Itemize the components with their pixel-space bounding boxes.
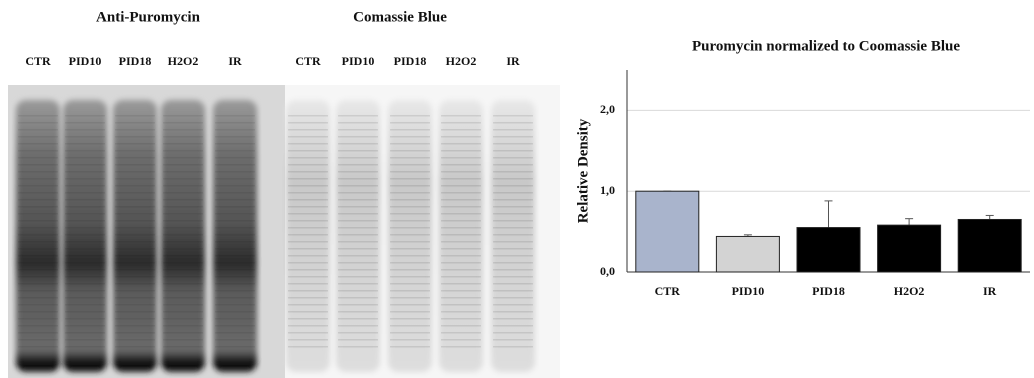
- blot-bands: [493, 110, 533, 350]
- lane-label: PID18: [394, 54, 427, 68]
- lane-label: H2O2: [168, 54, 199, 68]
- blot-bands: [441, 110, 481, 350]
- x-tick-label: PID10: [732, 284, 765, 298]
- blot-bands: [115, 110, 155, 350]
- lane-label: CTR: [295, 54, 321, 68]
- lane-label: PID10: [69, 54, 102, 68]
- lane-label: PID18: [119, 54, 152, 68]
- blot-title: Comassie Blue: [353, 9, 447, 25]
- lane-label: H2O2: [446, 54, 477, 68]
- bar: [958, 219, 1021, 272]
- lane-label: PID10: [342, 54, 375, 68]
- bar: [797, 228, 860, 272]
- blot-bands: [215, 110, 255, 350]
- blot-bands: [338, 110, 378, 350]
- chart-title: Puromycin normalized to Coomassie Blue: [692, 38, 960, 54]
- blot-bands: [288, 110, 328, 350]
- y-tick-label: 1,0: [600, 183, 615, 197]
- bar: [878, 225, 941, 272]
- blot-bands: [390, 110, 430, 350]
- lane-label: CTR: [25, 54, 51, 68]
- bar: [716, 236, 779, 272]
- x-tick-label: IR: [983, 284, 997, 298]
- blot-bands: [65, 110, 105, 350]
- y-tick-label: 0,0: [600, 264, 615, 278]
- lane-label: IR: [506, 54, 520, 68]
- figure: Anti-Puromycin CTR PID10 PID18 H2O2 IR Comassi…: [0, 0, 1034, 378]
- y-tick-label: 2,0: [600, 102, 615, 116]
- bar: [636, 191, 699, 272]
- blot-bands: [163, 110, 203, 350]
- x-tick-label: PID18: [812, 284, 845, 298]
- y-axis-label: Relative Density: [575, 118, 591, 223]
- lane-label: IR: [228, 54, 242, 68]
- x-tick-label: H2O2: [894, 284, 925, 298]
- blot-bands: [18, 110, 58, 350]
- x-tick-label: CTR: [655, 284, 681, 298]
- blot-title: Anti-Puromycin: [96, 9, 201, 25]
